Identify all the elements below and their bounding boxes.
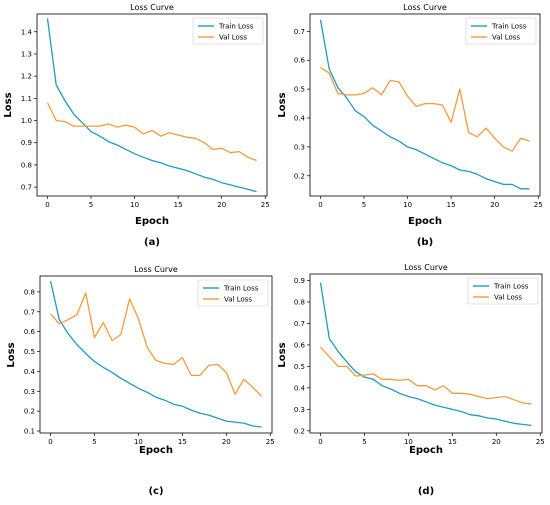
- x-tick-label: 5: [362, 438, 366, 446]
- series-line-val-loss: [320, 346, 532, 405]
- y-tick-label: 0.4: [24, 368, 36, 376]
- x-tick-label: 0: [318, 438, 322, 446]
- y-axis-label: Loss: [3, 92, 14, 117]
- plot-area-frame: [309, 13, 541, 197]
- legend-entry: Val Loss: [494, 294, 522, 302]
- x-tick-label: 20: [492, 438, 501, 446]
- y-tick-label: 0.2: [294, 172, 305, 180]
- y-tick-label: 0.9: [294, 277, 305, 285]
- y-tick-label: 0.5: [24, 348, 35, 356]
- x-tick-label: 5: [89, 201, 93, 209]
- x-tick-label: 25: [534, 201, 543, 209]
- x-tick-label: 5: [92, 438, 96, 446]
- y-axis-label: Loss: [6, 342, 17, 367]
- legend-entry: Train Loss: [223, 285, 259, 293]
- legend: Train Loss Val Loss: [197, 279, 269, 307]
- chart-panel-4: Loss Curve 0 5 10 15 20 25 0.2 0.3 0.4 0.5 0.6 0.7 0.…: [277, 263, 545, 497]
- x-tick-label: 25: [261, 201, 270, 209]
- x-tick-label: 15: [178, 438, 187, 446]
- x-axis-label: Epoch: [135, 216, 169, 227]
- y-tick-label: 0.6: [294, 57, 306, 65]
- x-axis-label: Epoch: [408, 216, 442, 227]
- x-tick-label: 15: [447, 201, 456, 209]
- y-tick-label: 0.6: [294, 341, 306, 349]
- chart-title: Loss Curve: [404, 263, 448, 272]
- y-tick-label: 0.6: [24, 328, 36, 336]
- series-line-val-loss: [50, 292, 262, 397]
- panel-label: (a): [144, 237, 160, 248]
- series-line-train-loss: [49, 280, 262, 428]
- series-line-val-loss: [46, 102, 257, 162]
- legend-entry: Train Loss: [493, 283, 529, 291]
- x-tick-label: 10: [403, 201, 412, 209]
- series-line-train-loss: [46, 18, 257, 193]
- x-tick-label: 20: [490, 201, 499, 209]
- y-tick-label: 1.1: [21, 95, 32, 103]
- x-tick-label: 25: [266, 438, 275, 446]
- legend-entry: Train Loss: [218, 23, 254, 31]
- legend-entry: Val Loss: [219, 34, 247, 42]
- y-tick-label: 0.7: [294, 28, 305, 36]
- x-axis-label: Epoch: [409, 445, 443, 456]
- legend: Train Loss Val Loss: [467, 277, 539, 305]
- panel-label: (c): [148, 486, 163, 497]
- plot-area-frame: [309, 273, 543, 434]
- x-tick-label: 15: [174, 201, 183, 209]
- y-tick-label: 0.2: [294, 427, 305, 435]
- x-tick-label: 0: [318, 201, 322, 209]
- y-tick-label: 1.4: [21, 28, 33, 36]
- x-tick-label: 20: [222, 438, 231, 446]
- panel-label: (b): [417, 237, 433, 248]
- y-tick-label: 0.3: [24, 388, 35, 396]
- plot-area-frame: [36, 13, 268, 197]
- y-tick-label: 0.9: [21, 139, 32, 147]
- x-tick-label: 25: [536, 438, 545, 446]
- legend: Train Loss Val Loss: [192, 17, 264, 45]
- y-tick-label: 0.4: [294, 384, 306, 392]
- y-tick-label: 1.0: [21, 117, 32, 125]
- legend-entry: Val Loss: [492, 34, 520, 42]
- chart-title: Loss Curve: [130, 3, 174, 12]
- y-tick-label: 0.8: [294, 298, 305, 306]
- chart-panel-3: Loss Curve 0 5 10 15 20 25 0.1 0.2 0.3 0.4 0.5 0.6 0.…: [6, 265, 275, 497]
- y-tick-label: 0.7: [294, 320, 305, 328]
- y-tick-label: 1.3: [21, 50, 32, 58]
- x-tick-label: 20: [217, 201, 226, 209]
- y-tick-label: 0.3: [294, 143, 305, 151]
- chart-panel-1: Loss Curve 0 5 10 15 20 25 0.7 0.8 0.9 1.0 1.1 1.2 1.…: [3, 3, 270, 248]
- y-tick-label: 0.2: [24, 408, 35, 416]
- y-tick-label: 0.5: [294, 363, 305, 371]
- series-line-train-loss: [319, 282, 532, 427]
- y-tick-label: 0.4: [294, 115, 306, 123]
- panel-label: (d): [418, 486, 434, 497]
- chart-title: Loss Curve: [134, 265, 178, 274]
- y-tick-label: 0.8: [24, 288, 35, 296]
- x-tick-label: 10: [130, 201, 139, 209]
- x-tick-label: 10: [404, 438, 413, 446]
- y-tick-label: 0.1: [24, 428, 35, 436]
- chart-panel-2: Loss Curve 0 5 10 15 20 25 0.2 0.3 0.4 0.5 0.6 0.7 Ep…: [277, 3, 543, 248]
- plot-area-frame: [39, 275, 273, 434]
- y-axis-label: Loss: [277, 92, 288, 117]
- y-axis-label: Loss: [277, 342, 288, 367]
- y-tick-label: 0.5: [294, 86, 305, 94]
- legend-entry: Train Loss: [491, 23, 527, 31]
- legend-entry: Val Loss: [224, 296, 252, 304]
- y-tick-label: 0.3: [294, 406, 305, 414]
- y-tick-label: 0.8: [21, 161, 32, 169]
- series-line-train-loss: [319, 19, 530, 190]
- chart-title: Loss Curve: [403, 3, 447, 12]
- y-tick-label: 0.7: [24, 308, 35, 316]
- series-line-val-loss: [320, 66, 530, 152]
- x-tick-label: 10: [134, 438, 143, 446]
- x-tick-label: 0: [45, 201, 49, 209]
- y-tick-label: 1.2: [21, 73, 32, 81]
- x-tick-label: 5: [362, 201, 366, 209]
- x-tick-label: 0: [48, 438, 52, 446]
- legend: Train Loss Val Loss: [465, 17, 537, 45]
- x-tick-label: 15: [448, 438, 457, 446]
- y-tick-label: 0.7: [21, 184, 32, 192]
- x-axis-label: Epoch: [139, 445, 173, 456]
